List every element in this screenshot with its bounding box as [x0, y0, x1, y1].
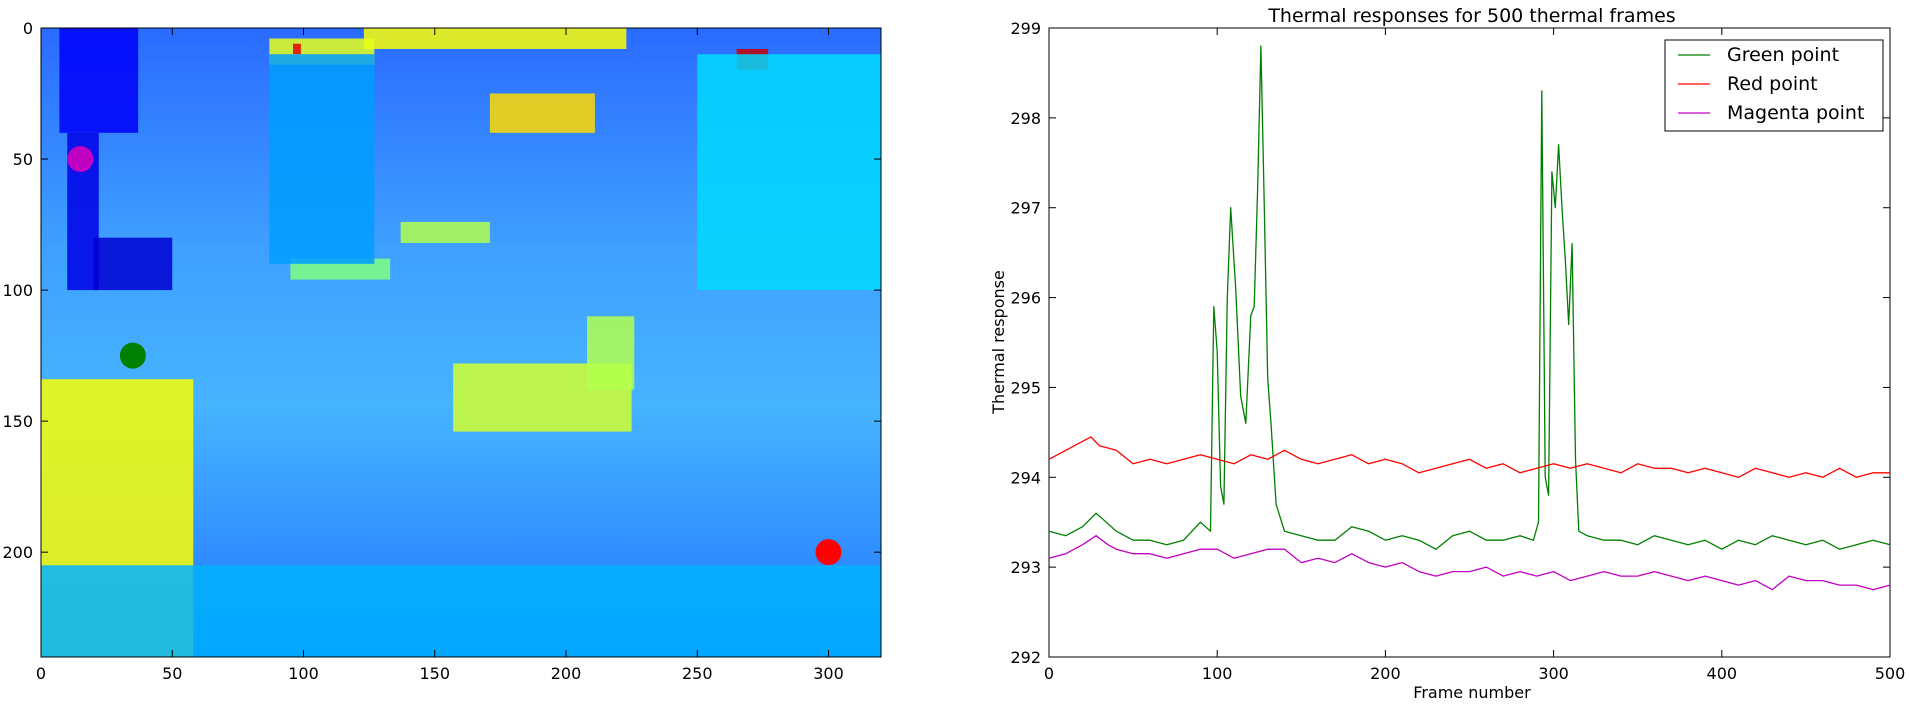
legend-label-1: Red point	[1727, 73, 1818, 95]
y-tick-label: 293	[1010, 558, 1041, 577]
x-tick-label: 500	[1875, 664, 1906, 683]
thermal-region	[93, 237, 173, 291]
legend: Green point Red point Magenta point	[1664, 39, 1884, 132]
legend-label-2: Magenta point	[1727, 102, 1864, 124]
legend-label-0: Green point	[1727, 44, 1839, 66]
y-axis-label: Thermal response	[989, 270, 1008, 415]
x-tick-label: 200	[1370, 664, 1401, 683]
x-axis-label: Frame number	[1413, 683, 1531, 702]
y-tick-label: 298	[1010, 109, 1041, 128]
series-line-0	[1048, 45, 1891, 550]
thermal-region	[697, 54, 881, 291]
y-tick-label: 296	[1010, 289, 1041, 308]
x-tick-label: 300	[813, 664, 844, 683]
y-tick-label: 150	[2, 412, 33, 431]
series-line-2	[1048, 535, 1891, 591]
y-tick-label: 299	[1010, 19, 1041, 38]
image-axes-frame	[40, 27, 882, 658]
thermal-region	[293, 43, 301, 55]
y-tick-label: 294	[1010, 468, 1041, 487]
y-tick-label: 50	[13, 150, 33, 169]
thermal-region	[400, 221, 490, 243]
y-tick-label: 295	[1010, 378, 1041, 397]
thermal-region	[489, 93, 595, 133]
x-tick-label: 400	[1707, 664, 1738, 683]
x-tick-label: 250	[682, 664, 713, 683]
y-tick-label: 292	[1010, 648, 1041, 667]
thermal-region	[363, 28, 627, 49]
series-line-1	[1048, 436, 1890, 478]
red-point-marker	[815, 539, 842, 566]
thermal-region	[587, 316, 635, 390]
x-tick-label: 0	[1044, 664, 1054, 683]
x-tick-label: 100	[288, 664, 319, 683]
y-tick-label: 297	[1010, 199, 1041, 218]
thermal-image	[41, 28, 881, 657]
x-tick-label: 150	[419, 664, 450, 683]
x-tick-label: 300	[1538, 664, 1569, 683]
thermal-image-panel: 0 50 100 150 200 250 300 0 50 100 150 200	[2, 19, 882, 683]
chart-title: Thermal responses for 500 thermal frames	[1267, 5, 1675, 27]
x-tick-label: 0	[36, 664, 46, 683]
x-tick-label: 50	[162, 664, 182, 683]
y-tick-label: 0	[23, 19, 33, 38]
y-tick-label: 200	[2, 543, 33, 562]
magenta-point-marker	[67, 146, 94, 173]
line-chart-panel: Thermal responses for 500 thermal frames…	[989, 5, 1905, 702]
y-tick-label: 100	[2, 281, 33, 300]
thermal-region	[59, 28, 139, 133]
x-tick-label: 200	[551, 664, 582, 683]
thermal-region	[269, 54, 375, 264]
thermal-region	[41, 565, 881, 657]
x-tick-label: 100	[1202, 664, 1233, 683]
green-point-marker	[119, 342, 146, 369]
